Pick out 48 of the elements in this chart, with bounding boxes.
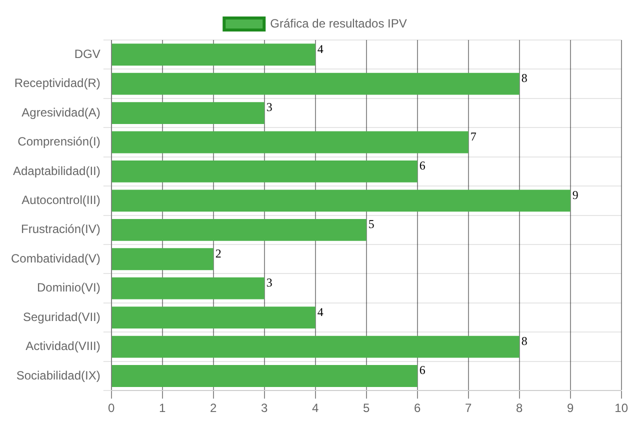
- x-tick-label: 10: [614, 401, 628, 416]
- data-label: 8: [521, 334, 528, 348]
- data-label: 5: [368, 217, 374, 232]
- x-tick-label: 9: [566, 401, 574, 416]
- bar: [112, 336, 520, 358]
- y-tick-label: Actividad(VIII): [26, 339, 100, 354]
- bar: [112, 160, 418, 182]
- bar: [112, 365, 418, 387]
- bar: [112, 306, 316, 329]
- x-tick-label: 6: [414, 401, 421, 416]
- data-label: 6: [419, 158, 426, 173]
- y-tick-label: Combatividad(V): [10, 251, 100, 266]
- bar: [112, 44, 316, 66]
- y-tick-label: Comprensión(I): [18, 134, 100, 149]
- x-tick-label: 7: [464, 401, 472, 416]
- y-tick-label: Dominio(VI): [37, 280, 100, 295]
- x-tick-label: 3: [261, 401, 268, 416]
- bar: [112, 190, 570, 212]
- y-tick-label: Receptividad(R): [14, 76, 100, 90]
- data-label: 3: [266, 276, 272, 290]
- bar: [112, 131, 468, 154]
- y-tick-label: Adaptabilidad(II): [12, 164, 100, 178]
- data-label: 8: [521, 71, 528, 86]
- bar: [112, 277, 264, 300]
- x-tick-label: 5: [363, 401, 370, 416]
- data-label: 9: [572, 188, 578, 202]
- x-tick-label: 8: [516, 401, 523, 416]
- x-tick-label: 1: [159, 401, 166, 416]
- data-label: 6: [419, 363, 426, 378]
- data-label: 3: [266, 100, 272, 114]
- y-tick-label: Seguridad(VII): [22, 310, 100, 324]
- y-tick-label: Autocontrol(III): [22, 193, 100, 208]
- data-label: 4: [317, 42, 324, 56]
- data-label: 7: [470, 129, 476, 144]
- data-label: 4: [317, 304, 324, 319]
- x-tick-label: 0: [108, 401, 116, 416]
- data-label: 2: [215, 246, 222, 260]
- x-tick-label: 4: [312, 401, 320, 416]
- bar: [112, 102, 264, 124]
- bar: [112, 72, 520, 95]
- bar: [112, 218, 366, 241]
- y-tick-label: DGV: [74, 46, 100, 61]
- y-tick-label: Sociabilidad(IX): [16, 368, 100, 382]
- y-tick-label: Frustración(IV): [21, 222, 100, 236]
- y-tick-label: Agresividad(A): [22, 105, 100, 120]
- bar: [112, 248, 214, 270]
- x-tick-label: 2: [210, 401, 218, 416]
- legend-label: Gráfica de resultados IPV: [270, 16, 407, 30]
